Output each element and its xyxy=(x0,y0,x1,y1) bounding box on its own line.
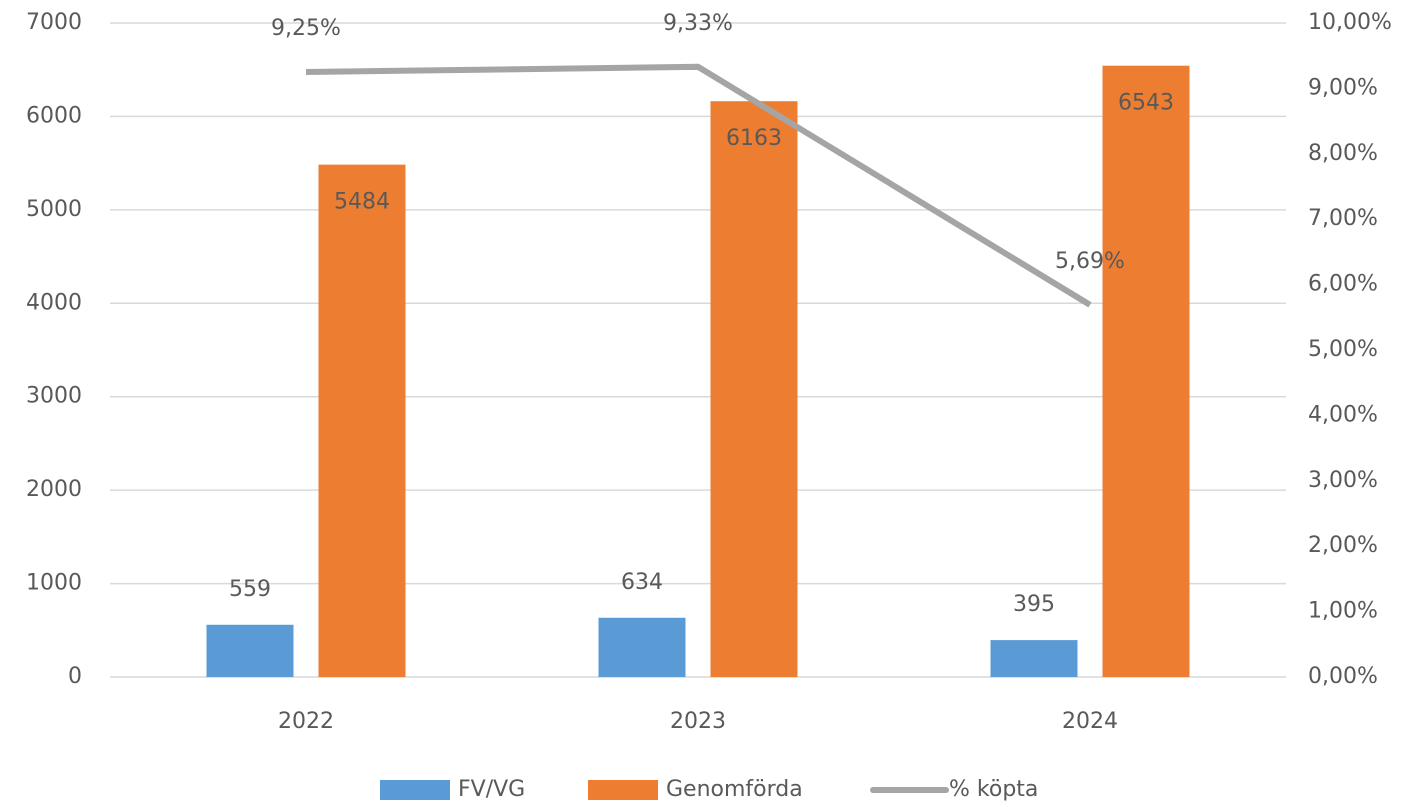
y2-tick-label: 2,00% xyxy=(1308,533,1378,558)
y2-tick-label: 4,00% xyxy=(1308,402,1378,427)
y2-tick-label: 7,00% xyxy=(1308,206,1378,231)
y2-tick-label: 3,00% xyxy=(1308,468,1378,493)
y-tick-label: 1000 xyxy=(26,571,82,596)
bar xyxy=(598,617,686,677)
data-label: 559 xyxy=(229,577,271,602)
x-tick-label: 2022 xyxy=(278,709,334,734)
bar xyxy=(710,101,798,678)
line xyxy=(305,63,1092,308)
x-tick-label: 2024 xyxy=(1062,709,1118,734)
data-label: 6543 xyxy=(1118,91,1174,116)
data-label: 5,69% xyxy=(1055,249,1125,274)
y2-tick-label: 10,00% xyxy=(1308,10,1392,35)
y2-tick-label: 0,00% xyxy=(1308,664,1378,689)
legend-label: Genomförda xyxy=(666,777,803,802)
y2-tick-label: 6,00% xyxy=(1308,272,1378,297)
data-label: 6163 xyxy=(726,126,782,151)
legend-swatch xyxy=(588,780,658,800)
legend-label: % köpta xyxy=(949,777,1038,802)
y-tick-label: 7000 xyxy=(26,10,82,35)
x-tick-label: 2023 xyxy=(670,709,726,734)
y-tick-label: 3000 xyxy=(26,384,82,409)
legend-label: FV/VG xyxy=(458,777,525,802)
data-label: 395 xyxy=(1013,592,1055,617)
data-label: 9,33% xyxy=(663,11,733,36)
y-tick-label: 0 xyxy=(68,664,82,689)
y2-tick-label: 1,00% xyxy=(1308,599,1378,624)
y2-tick-label: 9,00% xyxy=(1308,75,1378,100)
y-tick-label: 2000 xyxy=(26,477,82,502)
bar xyxy=(206,624,294,677)
y-tick-label: 5000 xyxy=(26,197,82,222)
bar xyxy=(1102,65,1190,678)
y2-tick-label: 8,00% xyxy=(1308,141,1378,166)
data-label: 5484 xyxy=(334,190,390,215)
data-label: 9,25% xyxy=(271,16,341,41)
bar xyxy=(318,164,406,678)
y2-tick-label: 5,00% xyxy=(1308,337,1378,362)
y-tick-label: 6000 xyxy=(26,103,82,128)
data-label: 634 xyxy=(621,570,663,595)
y-tick-label: 4000 xyxy=(26,290,82,315)
bar xyxy=(990,640,1078,677)
legend-swatch xyxy=(380,780,450,800)
